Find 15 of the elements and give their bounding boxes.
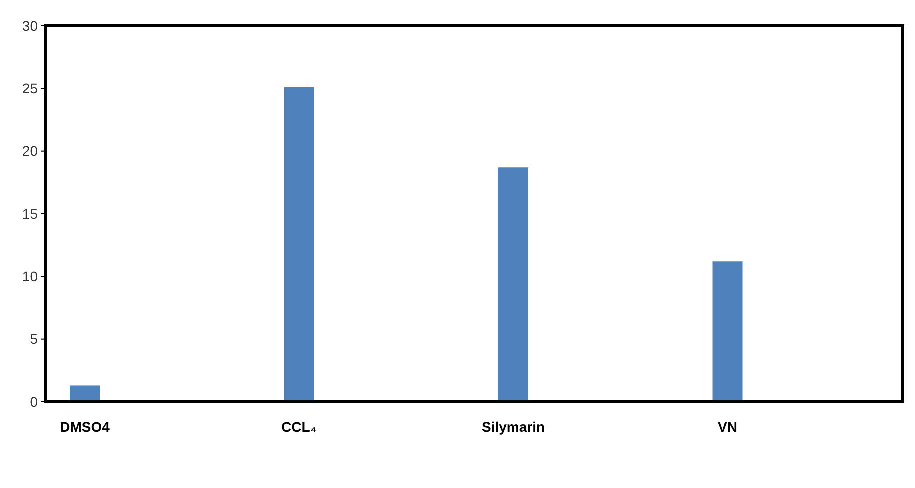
y-tick-label: 25 <box>22 80 38 97</box>
y-tick-label: 0 <box>30 394 38 410</box>
y-tick-label: 5 <box>30 331 38 348</box>
y-tick-label: 30 <box>22 18 38 34</box>
x-tick-label: CCL₄ <box>282 419 317 435</box>
bar <box>712 262 743 402</box>
x-tick-label: VN <box>718 419 738 435</box>
x-tick-label: Silymarin <box>482 419 546 435</box>
y-tick-label: 10 <box>22 268 38 285</box>
bar <box>70 386 100 402</box>
x-tick-label: DMSO4 <box>60 419 110 435</box>
y-tick-label: 20 <box>22 143 38 160</box>
bar <box>498 168 528 402</box>
bar <box>284 87 314 402</box>
y-tick-label: 15 <box>22 206 38 222</box>
